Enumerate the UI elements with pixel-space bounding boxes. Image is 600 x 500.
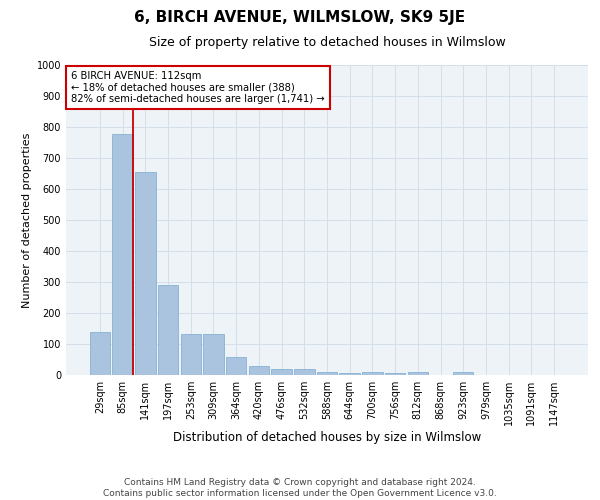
Bar xyxy=(317,372,337,375)
Bar xyxy=(112,134,133,375)
Bar xyxy=(340,374,360,375)
Title: Size of property relative to detached houses in Wilmslow: Size of property relative to detached ho… xyxy=(149,36,505,49)
Bar xyxy=(181,334,201,375)
Bar xyxy=(158,285,178,375)
Bar xyxy=(248,366,269,375)
Text: 6, BIRCH AVENUE, WILMSLOW, SK9 5JE: 6, BIRCH AVENUE, WILMSLOW, SK9 5JE xyxy=(134,10,466,25)
Bar xyxy=(362,372,383,375)
Bar xyxy=(453,372,473,375)
Bar xyxy=(90,332,110,375)
Bar xyxy=(203,334,224,375)
Bar xyxy=(226,358,247,375)
Y-axis label: Number of detached properties: Number of detached properties xyxy=(22,132,32,308)
Bar xyxy=(407,372,428,375)
Bar xyxy=(294,369,314,375)
X-axis label: Distribution of detached houses by size in Wilmslow: Distribution of detached houses by size … xyxy=(173,431,481,444)
Bar xyxy=(271,369,292,375)
Text: 6 BIRCH AVENUE: 112sqm
← 18% of detached houses are smaller (388)
82% of semi-de: 6 BIRCH AVENUE: 112sqm ← 18% of detached… xyxy=(71,71,325,104)
Bar xyxy=(385,374,406,375)
Bar xyxy=(135,172,155,375)
Text: Contains HM Land Registry data © Crown copyright and database right 2024.
Contai: Contains HM Land Registry data © Crown c… xyxy=(103,478,497,498)
